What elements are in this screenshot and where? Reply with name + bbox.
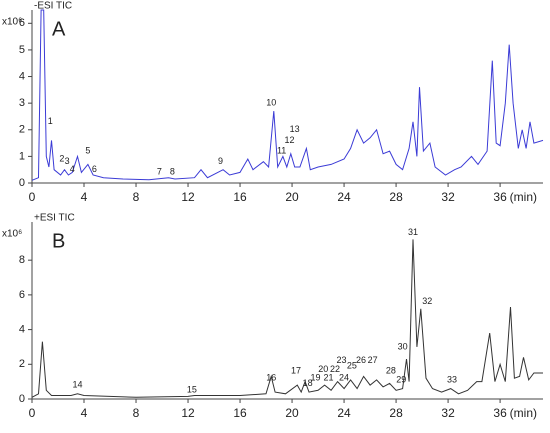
x-tick-label: 28: [389, 406, 403, 420]
chromatogram-line: [31, 239, 543, 398]
x-tick-label: 36: [493, 406, 507, 420]
x-tick-label: 16: [233, 406, 247, 420]
peak-label: 29: [396, 374, 406, 384]
x-tick-label: 8: [133, 190, 140, 204]
x-tick-label: 8: [133, 406, 140, 420]
y-tick-label: 8: [19, 254, 25, 266]
peak-label: 26: [356, 355, 366, 365]
y-tick-label: 4: [19, 323, 25, 335]
y-tick-label: 4: [19, 70, 25, 82]
peak-label: 7: [157, 167, 162, 177]
peak-label: 14: [73, 379, 83, 389]
x-axis-label: (min): [510, 190, 537, 204]
panel-label: B: [52, 230, 65, 252]
y-axis-label: x10⁶: [2, 229, 22, 240]
peak-label: 1: [48, 116, 53, 126]
peak-label: 3: [65, 156, 70, 166]
peak-label: 20: [318, 364, 328, 374]
peak-label: 21: [323, 373, 333, 383]
peak-label: 19: [310, 373, 320, 383]
peak-label: 10: [266, 98, 276, 108]
peak-label: 9: [218, 156, 223, 166]
x-tick-label: 28: [389, 190, 403, 204]
peak-label: 27: [368, 355, 378, 365]
x-tick-label: 4: [81, 406, 88, 420]
x-tick-label: 12: [181, 190, 195, 204]
y-tick-label: 3: [19, 97, 25, 109]
peak-label: 33: [447, 374, 457, 384]
x-tick-label: 24: [337, 406, 351, 420]
peak-label: 30: [398, 341, 408, 351]
peak-label: 8: [170, 167, 175, 177]
chromatogram-line: [31, 9, 544, 181]
x-tick-label: 32: [441, 190, 455, 204]
peak-label: 25: [347, 360, 357, 370]
peak-label: 6: [92, 164, 97, 174]
peak-label: 15: [187, 385, 197, 395]
y-tick-label: 5: [19, 44, 25, 56]
peak-label: 18: [303, 378, 313, 388]
x-tick-label: 32: [441, 406, 455, 420]
y-tick-label: 6: [19, 289, 25, 301]
peak-label: 17: [291, 366, 301, 376]
chart-title: -ESI TIC: [34, 1, 72, 12]
peak-label: 31: [408, 227, 418, 237]
peak-label: 2: [59, 153, 64, 163]
peak-label: 22: [330, 364, 340, 374]
y-tick-label: 6: [19, 17, 25, 29]
peak-label: 11: [277, 145, 286, 155]
y-tick-label: 0: [19, 177, 25, 189]
x-tick-label: 20: [285, 190, 299, 204]
y-axis-label: x10⁶: [2, 17, 22, 28]
y-tick-label: 0: [19, 393, 25, 405]
x-tick-label: 12: [181, 406, 195, 420]
x-tick-label: 16: [233, 190, 247, 204]
y-tick-label: 2: [19, 124, 25, 136]
x-tick-label: 36: [493, 190, 507, 204]
peak-label: 13: [290, 124, 300, 134]
x-tick-label: 24: [337, 190, 351, 204]
peak-label: 28: [386, 366, 396, 376]
chart-title: +ESI TIC: [34, 213, 75, 224]
y-tick-label: 1: [19, 150, 25, 162]
x-tick-label: 0: [29, 406, 36, 420]
y-tick-label: 2: [19, 358, 25, 370]
peak-label: 12: [284, 135, 294, 145]
peak-label: 16: [266, 373, 276, 383]
peak-label: 23: [336, 355, 346, 365]
peak-label: 32: [422, 296, 432, 306]
peak-label: 5: [85, 145, 90, 155]
panel-label: A: [52, 18, 66, 40]
x-tick-label: 0: [29, 190, 36, 204]
x-tick-label: 4: [81, 190, 88, 204]
peak-label: 4: [70, 164, 75, 174]
x-tick-label: 20: [285, 406, 299, 420]
x-axis-label: (min): [510, 406, 537, 420]
peak-label: 24: [339, 373, 349, 383]
